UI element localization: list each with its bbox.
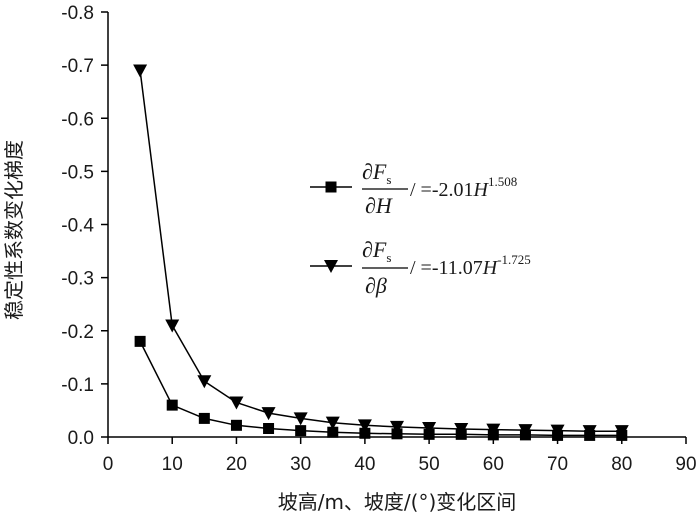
y-tick-label: -0.4 [61,216,94,237]
series-0-point [134,335,146,347]
series-1-point [582,425,597,439]
series-1-point [422,421,437,435]
x-tick-label: 80 [611,454,632,475]
series-1-point [550,424,565,438]
legend-0-variable: H [473,179,490,201]
x-ticks: 0 10 20 30 40 50 60 70 80 90 [103,437,697,475]
series-1-point [325,416,340,430]
series-1-point [197,375,212,389]
series-1-point [486,423,501,437]
legend-1-numerator-sub: s [386,250,391,265]
y-tick-label: -0.8 [61,3,94,24]
x-tick-label: 70 [547,454,568,475]
legend-0-numerator-sub: s [386,172,391,187]
legend-1-exponent: -1.725 [497,252,531,267]
x-tick-label: 50 [419,454,440,475]
series-0-point [166,399,178,411]
series-1-point [357,419,372,433]
series-0-point [263,423,275,434]
series-0-point [295,425,307,437]
legend-1-variable: H [482,257,499,279]
legend: ∂Fs ∂H / =-2.01H1.508 ∂Fs ∂β / =-11.07H-… [310,159,531,298]
legend-entry-0: ∂Fs ∂H / =-2.01H1.508 [310,159,517,218]
y-tick-label: -0.1 [61,375,94,396]
series-0-point [230,419,242,431]
x-tick-label: 20 [226,454,247,475]
legend-0-numerator: ∂F [362,159,387,184]
series-1-point [133,64,148,78]
x-axis-title: 坡高/m、坡度/(°)变化区间 [278,490,517,514]
series-1-point [261,407,276,421]
x-tick-label: 10 [162,454,183,475]
series-1-point [518,424,533,438]
x-tick-label: 40 [354,454,375,475]
y-tick-label: -0.6 [61,109,94,130]
series-1-point [614,425,629,439]
x-tick-label: 30 [290,454,311,475]
series-0-point [359,427,371,439]
legend-0-denominator: ∂H [365,193,393,218]
series-0-point [327,426,339,438]
series-1-line [139,70,622,432]
series-1-point [165,319,180,333]
legend-entry-1: ∂Fs ∂β / =-11.07H-1.725 [310,237,531,298]
y-tick-label: -0.3 [61,269,94,290]
series-0-point [198,412,210,424]
series-layer [133,64,629,441]
x-tick-label: 60 [483,454,504,475]
series-1-point [390,420,404,434]
x-tick-label: 90 [675,454,696,475]
legend-square-marker-icon [325,181,337,193]
svg-text:/ =-11.07H-1.725: / =-11.07H-1.725 [410,252,531,279]
svg-text:∂Fs: ∂Fs [362,237,391,265]
y-tick-label: -0.7 [61,56,94,77]
legend-1-denominator: ∂β [365,273,387,298]
y-tick-label: -0.2 [61,322,94,343]
legend-0-equation: / =-2.01 [410,179,474,201]
x-tick-label: 0 [103,454,114,475]
legend-0-exponent: 1.508 [488,174,517,189]
legend-1-equation: / =-11.07 [410,257,483,279]
y-ticks: 0.0 -0.1 -0.2 -0.3 -0.4 -0.5 -0.6 -0.7 -0.8 [61,3,108,449]
series-0-line [139,341,622,437]
svg-text:∂Fs: ∂Fs [362,159,391,187]
series-1-point [454,423,469,437]
y-tick-label: -0.5 [61,162,94,183]
series-1-point [229,396,244,410]
y-axis-title: 稳定性系数变化梯度 [2,140,26,320]
legend-1-numerator: ∂F [362,237,387,262]
y-tick-label: 0.0 [68,428,94,449]
legend-triangle-marker-icon [324,260,338,273]
series-1-point [293,412,308,426]
svg-text:/ =-2.01H1.508: / =-2.01H1.508 [410,174,517,201]
